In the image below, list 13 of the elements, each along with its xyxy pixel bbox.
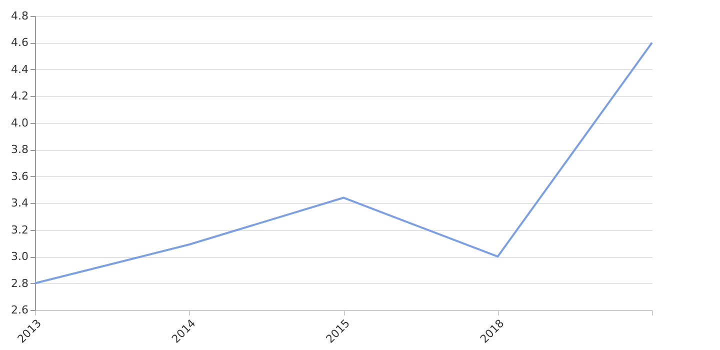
y-tick-label: 3.4: [11, 196, 28, 210]
line-series: [34, 42, 653, 284]
y-tick-label: 2.8: [11, 276, 28, 290]
y-tick-label: 4.6: [11, 36, 28, 50]
y-tick-label: 4.8: [11, 10, 28, 22]
y-tick-label: 3.0: [11, 250, 28, 264]
y-tick-label: 3.2: [11, 223, 28, 236]
y-tick-label: 4.2: [11, 90, 28, 103]
y-tick-label: 4.4: [11, 62, 28, 76]
y-tick-label: 4.0: [11, 116, 28, 130]
y-tick-label: 3.8: [11, 143, 28, 156]
y-tick-label: 3.6: [11, 170, 28, 183]
y-tick-label: 2.6: [11, 304, 28, 316]
